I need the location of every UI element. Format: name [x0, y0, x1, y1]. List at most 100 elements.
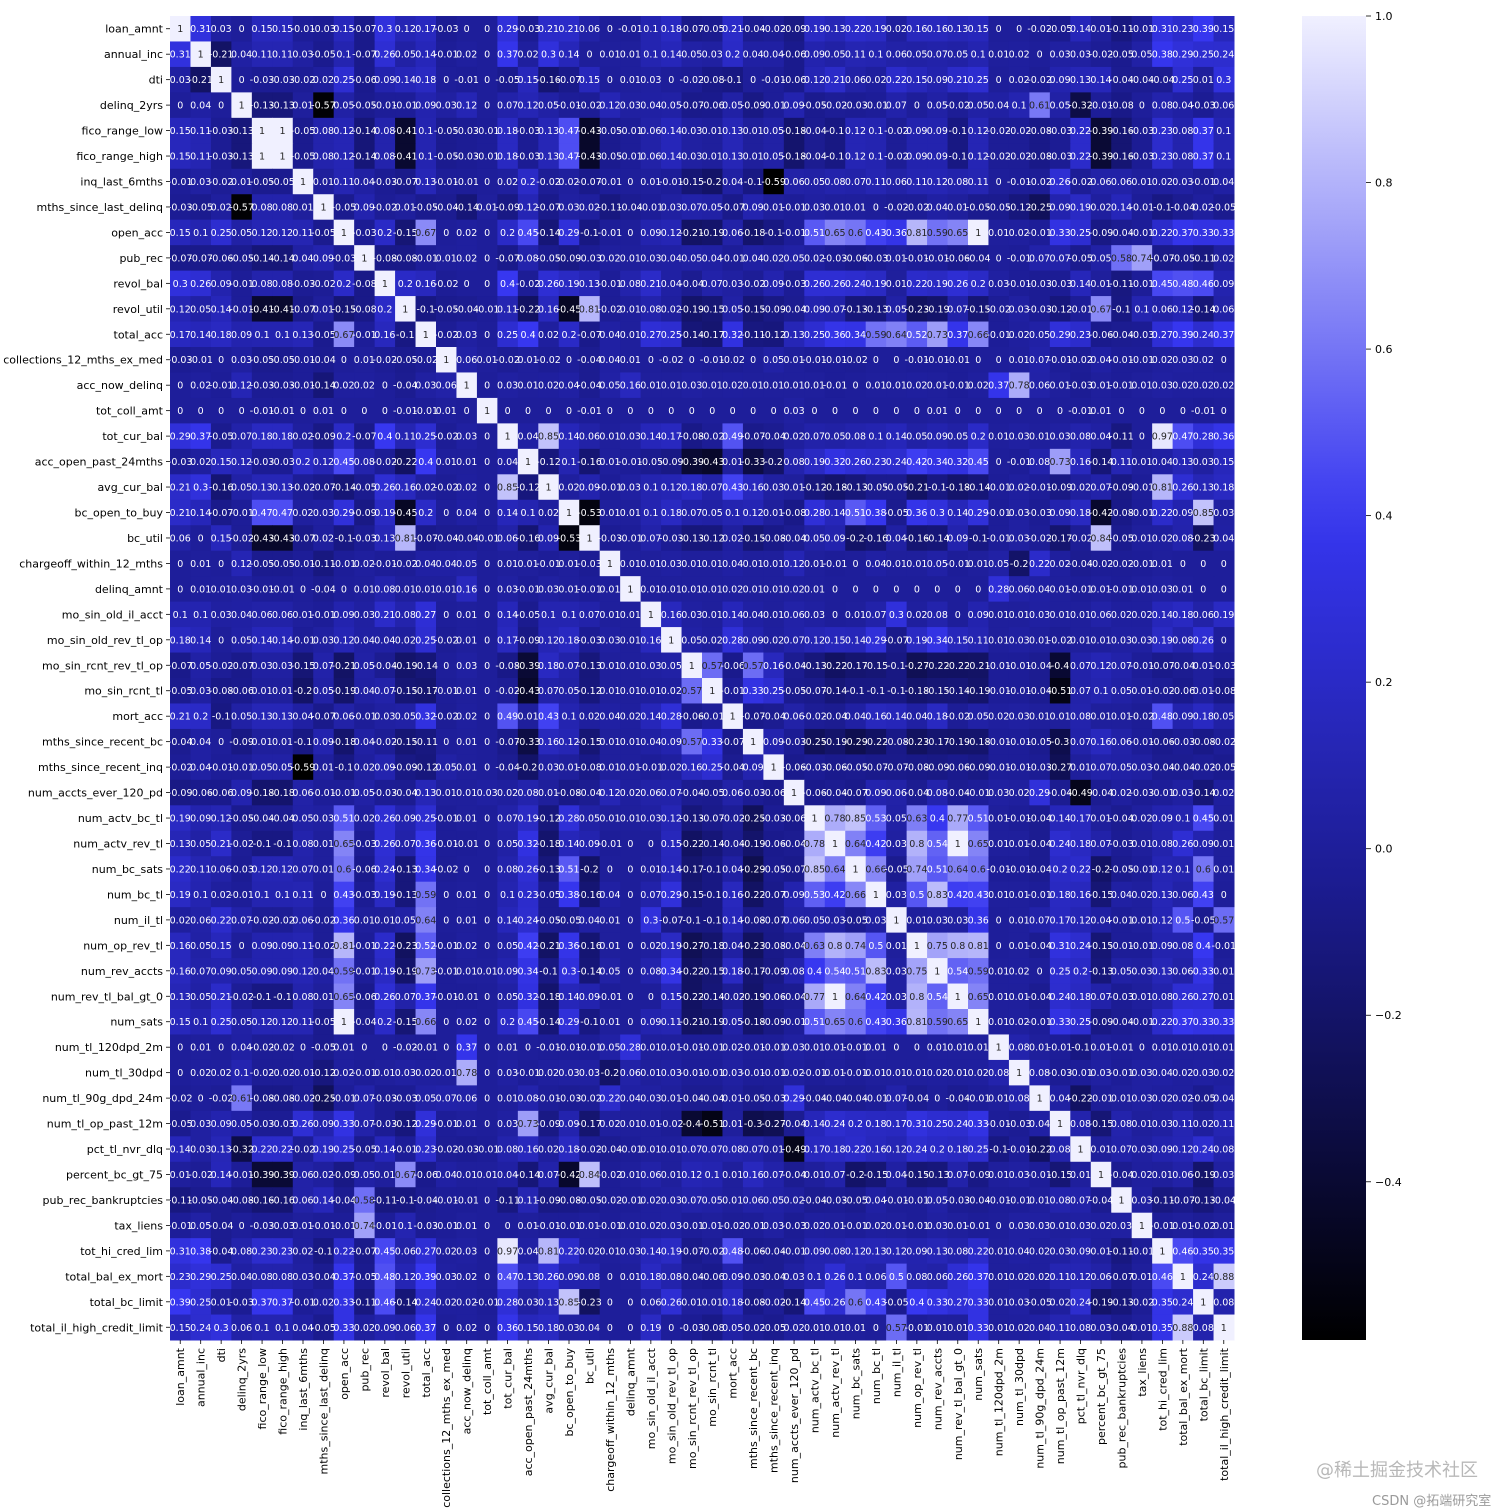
cell-annotation: -0.04 [352, 1017, 377, 1028]
cell-annotation: 0.07 [1029, 253, 1050, 264]
heatmap-cell [251, 474, 273, 501]
heatmap-cell [456, 525, 478, 552]
cell-annotation: 1 [934, 966, 940, 977]
heatmap-cell [210, 550, 232, 577]
heatmap-cell [722, 92, 744, 119]
cell-annotation: -0.14 [352, 126, 377, 137]
heatmap-cell [1049, 525, 1071, 552]
heatmap-cell [804, 576, 826, 603]
cell-annotation: 0.07 [1070, 737, 1091, 748]
cell-annotation: 0.2 [377, 304, 392, 315]
heatmap-cell [661, 143, 683, 170]
heatmap-cell [395, 117, 417, 144]
cell-annotation: 0.42 [865, 839, 886, 850]
heatmap-cell [1131, 576, 1153, 603]
cell-annotation: 0.09 [906, 152, 927, 163]
heatmap-cell [292, 423, 314, 450]
heatmap-cell [906, 117, 928, 144]
heatmap-cell [210, 168, 232, 195]
heatmap-cell [415, 397, 437, 424]
heatmap-cell [292, 41, 314, 68]
heatmap-cell [1152, 296, 1174, 323]
heatmap-cell [722, 423, 744, 450]
cell-annotation: 0.05 [395, 50, 416, 61]
cell-annotation: 0.09 [415, 101, 436, 112]
heatmap-cell [292, 194, 314, 221]
cell-annotation: 0.01 [456, 457, 477, 468]
cell-annotation: 0.16 [170, 966, 191, 977]
cell-annotation: 0.02 [1193, 1119, 1214, 1130]
cell-annotation: 0.03 [1193, 457, 1214, 468]
cell-annotation: 1 [812, 814, 818, 825]
heatmap-cell [947, 41, 969, 68]
heatmap-cell [415, 66, 437, 93]
heatmap-cell [333, 423, 355, 450]
cell-annotation: 0.01 [374, 1068, 395, 1079]
heatmap-cell [538, 525, 560, 552]
heatmap-cell [947, 92, 969, 119]
heatmap-cell [333, 499, 355, 526]
heatmap-cell [742, 499, 764, 526]
heatmap-cell [497, 270, 519, 297]
cell-annotation: -0.05 [843, 915, 868, 926]
heatmap-cell [354, 576, 376, 603]
heatmap-cell [845, 448, 867, 475]
heatmap-cell [436, 525, 457, 552]
cell-annotation: 1 [280, 152, 286, 163]
cell-annotation: 0.02 [1172, 1068, 1193, 1079]
cell-annotation: -0.01 [1109, 1068, 1134, 1079]
cell-annotation: 0.24 [1049, 839, 1070, 850]
heatmap-cell [640, 143, 662, 170]
cell-annotation: 0.51 [927, 864, 948, 875]
heatmap-cell [415, 499, 437, 526]
heatmap-cell [517, 168, 539, 195]
heatmap-cell [374, 576, 396, 603]
heatmap-cell [456, 219, 478, 246]
heatmap-cell [313, 194, 335, 221]
cell-annotation: -0.07 [352, 50, 377, 61]
heatmap-cell [170, 601, 191, 628]
heatmap-cell [415, 474, 437, 501]
heatmap-cell [947, 576, 969, 603]
heatmap-cell [620, 423, 642, 450]
cell-annotation: -0.1 [723, 75, 742, 86]
cell-annotation: 0.02 [415, 1068, 436, 1079]
cell-annotation: 0.31 [170, 50, 191, 61]
cell-annotation: 0.24 [1193, 330, 1214, 341]
heatmap-cell [333, 576, 355, 603]
heatmap-cell [640, 16, 662, 42]
cell-annotation: 0.07 [865, 610, 886, 621]
cell-annotation: 1 [750, 737, 756, 748]
cell-annotation: 0 [1139, 406, 1145, 417]
heatmap-cell [190, 448, 212, 475]
heatmap-cell [845, 550, 867, 577]
cell-annotation: 0.08 [1009, 1094, 1030, 1105]
heatmap-cell [783, 117, 805, 144]
heatmap-cell [906, 245, 928, 272]
cell-annotation: 0.01 [620, 737, 641, 748]
cell-annotation: -0.39 [516, 661, 541, 672]
cell-annotation: 0.57 [1213, 915, 1234, 926]
heatmap-cell [1008, 92, 1030, 119]
cell-annotation: -0.02 [434, 483, 459, 494]
heatmap-cell [190, 397, 212, 424]
cell-annotation: -0.12 [516, 483, 541, 494]
cell-annotation: -0.06 [782, 75, 807, 86]
cell-annotation: 1 [505, 432, 511, 443]
heatmap-cell [1090, 347, 1112, 373]
cell-annotation: -0.04 [311, 584, 336, 595]
cell-annotation: -0.04 [1089, 788, 1114, 799]
cell-annotation: 0.04 [1111, 890, 1132, 901]
cell-annotation: -0.01 [475, 126, 500, 137]
cell-annotation: -0.14 [536, 228, 561, 239]
cell-annotation: 0.3 [889, 610, 904, 621]
cell-annotation: -0.01 [434, 1119, 459, 1130]
cell-annotation: 0.06 [1193, 610, 1214, 621]
cell-annotation: 0.38 [1152, 50, 1173, 61]
heatmap-cell [824, 550, 846, 577]
cell-annotation: 0.06 [1029, 381, 1050, 392]
cell-annotation: -0.13 [536, 864, 561, 875]
heatmap-cell [313, 321, 335, 348]
cell-annotation: 0.01 [988, 635, 1009, 646]
cell-annotation: 0.21 [558, 24, 579, 35]
